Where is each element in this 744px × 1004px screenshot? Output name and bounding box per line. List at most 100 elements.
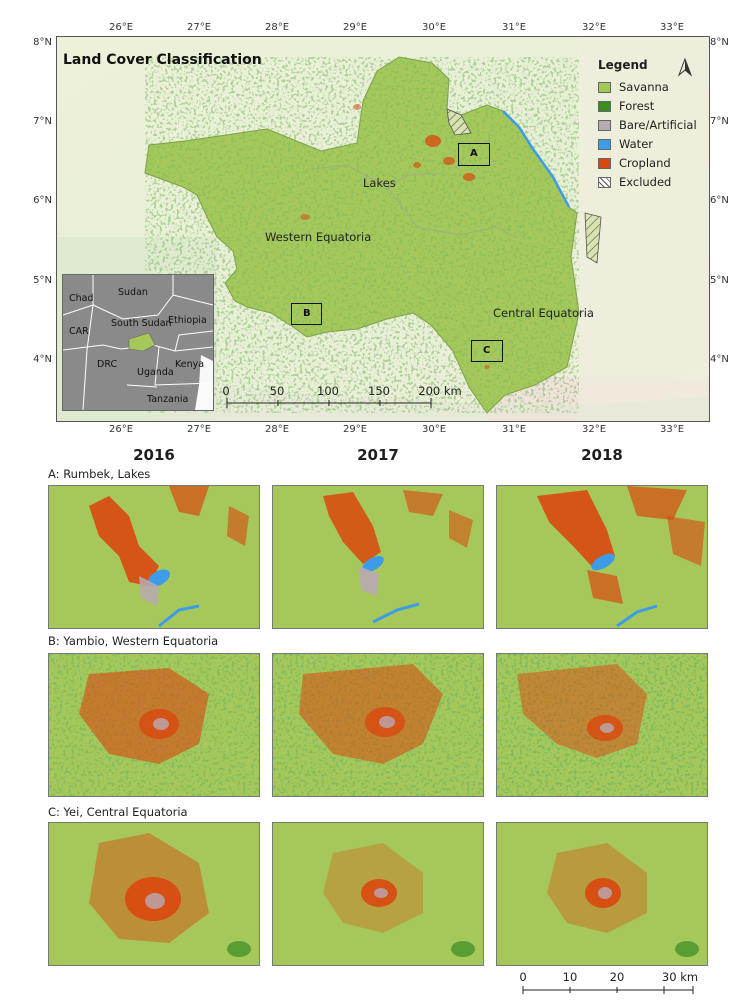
panel-a-2018 <box>496 485 708 629</box>
lon-tick-bottom: 26°E <box>108 424 134 435</box>
legend-swatch-cropland <box>598 157 611 169</box>
panel-b-2016 <box>48 653 260 797</box>
aoi-box-b: B <box>291 303 322 325</box>
inset-map-canvas <box>63 275 213 410</box>
water-nile <box>502 110 571 208</box>
cropland-patches <box>300 104 490 369</box>
row-label-a: A: Rumbek, Lakes <box>48 467 151 481</box>
lon-tick-top: 28°E <box>264 22 290 33</box>
legend-label: Forest <box>619 99 655 113</box>
lon-tick-bottom: 31°E <box>501 424 527 435</box>
lat-tick-left: 8°N <box>33 37 52 48</box>
legend-swatch-forest <box>598 100 611 112</box>
panel-b-2018-map <box>497 654 707 796</box>
lon-tick-bottom: 32°E <box>581 424 607 435</box>
panel-a-2017 <box>272 485 484 629</box>
panel-c-2017-map <box>273 823 483 965</box>
excluded-zone-north <box>446 108 472 136</box>
row-label-b: B: Yambio, Western Equatoria <box>48 634 219 648</box>
panel-c-2018-map <box>497 823 707 965</box>
inset-label-sudan: Sudan <box>118 287 148 298</box>
legend-item-forest: Forest <box>598 99 654 113</box>
row-label-c: C: Yei, Central Equatoria <box>48 805 188 819</box>
lat-tick-right: 8°N <box>710 37 729 48</box>
basemap-shade-bottom <box>157 387 709 421</box>
legend-label: Savanna <box>619 80 669 94</box>
year-header-2018: 2018 <box>581 446 623 464</box>
panel-scale-label-0: 0 <box>519 970 527 984</box>
aoi-label-b: B <box>303 308 311 319</box>
panel-c-2016 <box>48 822 260 966</box>
aoi-label-a: A <box>470 148 478 159</box>
lon-tick-top: 33°E <box>659 22 685 33</box>
main-scale-bar <box>226 398 432 408</box>
inset-label-chad: Chad <box>69 293 94 304</box>
lon-tick-bottom: 33°E <box>659 424 685 435</box>
excluded-zone-east <box>584 212 602 264</box>
panel-a-2016-map <box>49 486 259 628</box>
legend-swatch-bare <box>598 119 611 131</box>
legend-item-excluded: Excluded <box>598 175 671 189</box>
lat-tick-left: 4°N <box>33 354 52 365</box>
lon-tick-top: 31°E <box>501 22 527 33</box>
year-header-2017: 2017 <box>357 446 399 464</box>
panel-a-2018-map <box>497 486 707 628</box>
boundary-central <box>386 186 516 238</box>
lon-tick-bottom: 30°E <box>421 424 447 435</box>
legend-title: Legend <box>598 58 648 72</box>
north-arrow-icon <box>677 57 693 77</box>
panel-b-2016-map <box>49 654 259 796</box>
lon-tick-top: 26°E <box>108 22 134 33</box>
aoi-box-c: C <box>471 340 503 362</box>
legend-label: Excluded <box>619 175 672 189</box>
map-title: Land Cover Classification <box>63 52 262 68</box>
main-scale-label-150: 150 <box>368 384 390 398</box>
panel-a-2016 <box>48 485 260 629</box>
lon-tick-bottom: 29°E <box>342 424 368 435</box>
legend-label: Cropland <box>619 156 671 170</box>
lat-tick-right: 4°N <box>710 354 729 365</box>
aoi-label-c: C <box>483 345 491 356</box>
lon-tick-top: 32°E <box>581 22 607 33</box>
lon-tick-top: 27°E <box>186 22 212 33</box>
year-header-2016: 2016 <box>133 446 175 464</box>
lon-tick-bottom: 28°E <box>264 424 290 435</box>
main-scale-label-50: 50 <box>269 384 285 398</box>
forest-texture <box>145 57 579 413</box>
inset-label-south-sudan: South Sudan <box>111 318 172 329</box>
panel-c-2016-map <box>49 823 259 965</box>
lon-tick-bottom: 27°E <box>186 424 212 435</box>
main-scale-label-0: 0 <box>222 384 230 398</box>
lat-tick-right: 5°N <box>710 275 729 286</box>
lon-tick-top: 29°E <box>342 22 368 33</box>
inset-label-car: CAR <box>69 326 89 337</box>
panel-scale-bar <box>522 986 694 994</box>
lat-tick-left: 6°N <box>33 195 52 206</box>
main-scale-label-200: 200 km <box>418 384 462 398</box>
lat-tick-right: 7°N <box>710 116 729 127</box>
panel-scale-label-10: 10 <box>562 970 578 984</box>
lat-tick-left: 5°N <box>33 275 52 286</box>
inset-map: Chad Sudan South Sudan Ethiopia CAR DRC … <box>62 274 214 411</box>
panel-c-2018 <box>496 822 708 966</box>
panel-b-2017 <box>272 653 484 797</box>
legend-item-water: Water <box>598 137 653 151</box>
inset-label-drc: DRC <box>97 359 118 370</box>
aoi-box-a: A <box>458 143 490 166</box>
panel-a-2017-map <box>273 486 483 628</box>
legend-label: Bare/Artificial <box>619 118 697 132</box>
inset-study-area <box>128 332 156 352</box>
lat-tick-left: 7°N <box>33 116 52 127</box>
panel-b-2017-map <box>273 654 483 796</box>
panel-c-2017 <box>272 822 484 966</box>
panel-b-2018 <box>496 653 708 797</box>
region-label-central-equatoria: Central Equatoria <box>493 306 594 320</box>
region-label-lakes: Lakes <box>363 176 396 190</box>
lon-tick-top: 30°E <box>421 22 447 33</box>
inset-label-tanzania: Tanzania <box>147 394 189 405</box>
legend-swatch-water <box>598 138 611 150</box>
legend-item-cropland: Cropland <box>598 156 671 170</box>
inset-label-kenya: Kenya <box>175 359 205 370</box>
legend-swatch-savanna <box>598 81 611 93</box>
legend-swatch-excluded <box>598 176 611 188</box>
